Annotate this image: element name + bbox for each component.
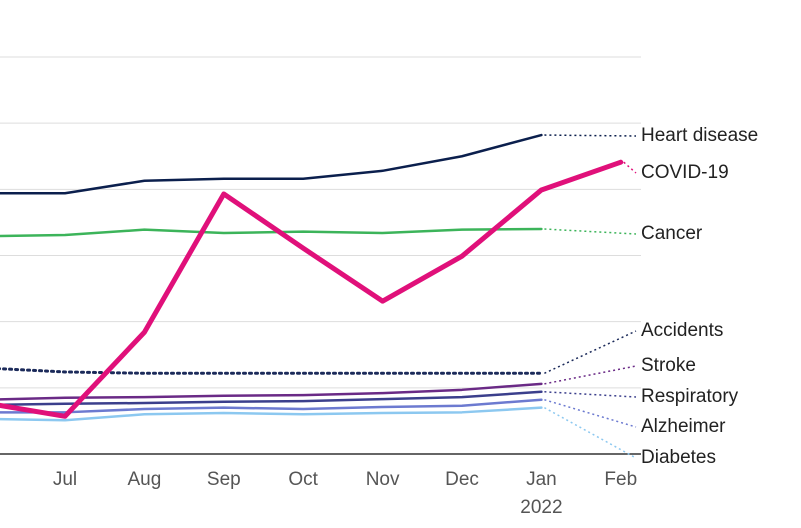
- legend-label: Heart disease: [641, 125, 758, 146]
- label-leader: [544, 134, 637, 137]
- series-line: [0, 133, 543, 195]
- series-line: [0, 227, 543, 238]
- x-tick-label: Jul: [53, 469, 77, 490]
- x-tick-label: Feb: [604, 469, 637, 490]
- label-leader: [544, 391, 637, 398]
- legend-label: Cancer: [641, 223, 703, 244]
- series-line: [0, 159, 624, 419]
- legend-label: Accidents: [641, 320, 723, 341]
- legend-label: Diabetes: [641, 447, 716, 468]
- label-leader: [544, 228, 637, 235]
- x-tick-label: Jun: [0, 469, 1, 490]
- label-leader: [544, 365, 637, 385]
- x-tick-label: Nov: [366, 469, 400, 490]
- series-line: [0, 367, 543, 375]
- x-tick-label: Dec: [445, 469, 479, 490]
- series-line: [0, 406, 543, 422]
- x-tick-label: Oct: [288, 469, 318, 490]
- label-leader: [544, 399, 637, 428]
- label-leader: [544, 330, 637, 374]
- x-tick-label: Jan: [526, 469, 557, 490]
- legend-label: Alzheimer: [641, 416, 726, 437]
- series-line: [0, 398, 543, 414]
- x-tick-label: Sep: [207, 469, 241, 490]
- series-line: [0, 382, 543, 401]
- label-leader: [544, 407, 637, 459]
- legend-label: COVID-19: [641, 162, 729, 183]
- x-tick-label: Aug: [127, 469, 161, 490]
- legend-label: Stroke: [641, 355, 696, 376]
- x-sublabel: 2022: [520, 497, 562, 518]
- legend-label: Respiratory: [641, 386, 739, 407]
- label-leader: [623, 161, 637, 174]
